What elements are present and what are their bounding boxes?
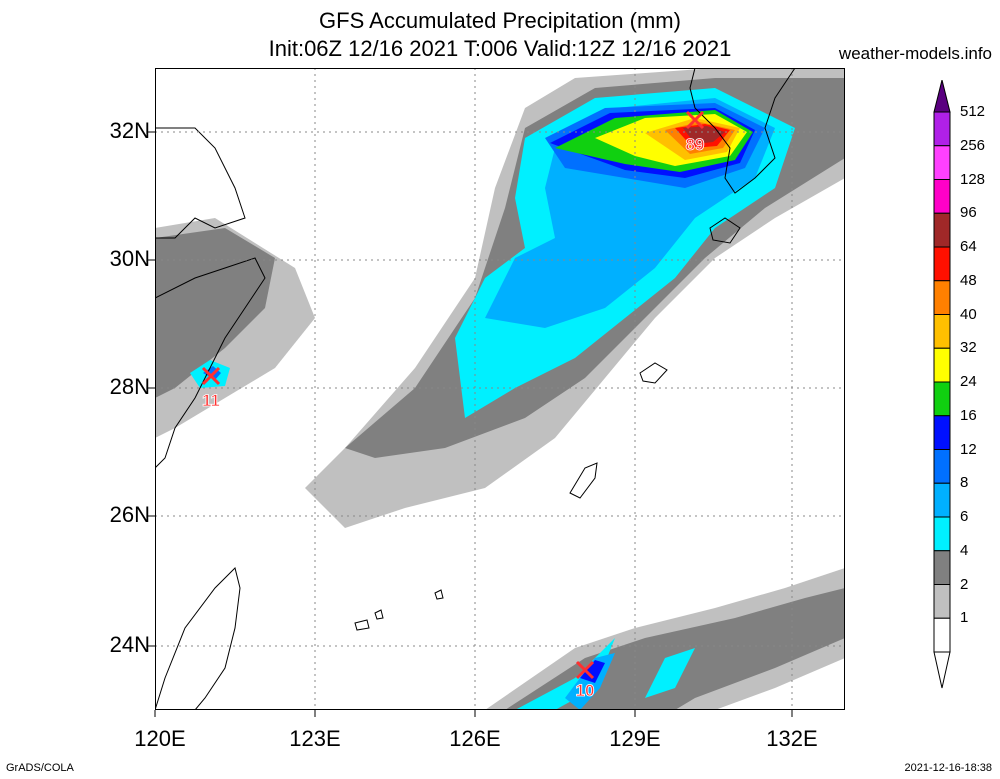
- colorbar-cell: [933, 280, 951, 315]
- footer-left: GrADS/COLA: [6, 762, 74, 774]
- precip-2mm-west: [155, 228, 275, 398]
- lon-label-120e: 120E: [134, 726, 186, 751]
- lat-label-24n: 24N: [109, 632, 150, 657]
- colorbar-cell: [933, 145, 951, 180]
- colorbar-cell: [933, 550, 951, 585]
- precip-64mm: [683, 126, 725, 144]
- colorbar: [933, 80, 951, 689]
- colorbar-label: 64: [960, 238, 977, 255]
- colorbar-cell: [933, 617, 951, 653]
- coastlines: [155, 68, 796, 710]
- colorbar-cell: [933, 381, 951, 417]
- colorbar-cell: [933, 516, 951, 552]
- colorbar-label: 8: [960, 474, 969, 492]
- colorbar-cell: [933, 179, 951, 214]
- colorbar-label: 6: [960, 508, 969, 525]
- marker-max-10: 10: [575, 660, 595, 700]
- colorbar-label: 256: [960, 136, 986, 154]
- colorbar-cell: [933, 246, 951, 282]
- colorbar-label: 96: [960, 204, 977, 222]
- precip-map: 89 11 10: [155, 68, 845, 710]
- colorbar-label: 128: [960, 170, 986, 188]
- colorbar-label: 16: [960, 406, 977, 424]
- colorbar-cell: [933, 212, 951, 248]
- precip-12mm-south: [580, 660, 605, 683]
- precip-4mm-south2: [645, 648, 695, 698]
- colorbar-label: 12: [960, 440, 977, 458]
- lat-label-32n: 32N: [109, 118, 150, 143]
- colorbar-cell: [933, 482, 951, 518]
- colorbar-cell: [933, 347, 951, 383]
- colorbar-label: 4: [960, 541, 969, 559]
- lat-label-26n: 26N: [109, 502, 150, 527]
- site-label: weather-models.info: [838, 44, 992, 63]
- colorbar-cell: [933, 415, 951, 450]
- colorbar-bottom-arrow: [933, 651, 951, 689]
- lat-label-28n: 28N: [109, 374, 150, 399]
- gridlines: [155, 68, 845, 710]
- colorbar-cell: [933, 111, 951, 147]
- map-subtitle: Init:06Z 12/16 2021 T:006 Valid:12Z 12/1…: [268, 36, 732, 61]
- lon-label-132e: 132E: [766, 726, 818, 751]
- colorbar-cell: [933, 314, 951, 349]
- colorbar-label: 48: [960, 271, 977, 289]
- marker-label-10: 10: [576, 681, 595, 700]
- marker-max-11: 11: [202, 366, 220, 410]
- colorbar-label: 1: [960, 609, 969, 627]
- colorbar-label: 40: [960, 305, 977, 323]
- lon-label-126e: 126E: [449, 726, 501, 751]
- colorbar-label: 512: [960, 103, 986, 120]
- colorbar-label: 32: [960, 339, 977, 357]
- lon-label-123e: 123E: [289, 726, 341, 751]
- footer-right: 2021-12-16-18:38: [904, 762, 992, 774]
- colorbar-top-arrow: [933, 80, 951, 113]
- map-title: GFS Accumulated Precipitation (mm): [319, 8, 681, 33]
- colorbar-cell: [933, 449, 951, 484]
- colorbar-label: 2: [960, 575, 969, 593]
- marker-label-89: 89: [686, 135, 705, 154]
- marker-max-89: 89: [685, 110, 705, 154]
- marker-label-11: 11: [202, 391, 220, 410]
- lon-label-129e: 129E: [609, 726, 661, 751]
- lat-label-30n: 30N: [109, 246, 150, 271]
- colorbar-label: 24: [960, 373, 977, 390]
- colorbar-cell: [933, 584, 951, 619]
- map-frame: [155, 68, 845, 710]
